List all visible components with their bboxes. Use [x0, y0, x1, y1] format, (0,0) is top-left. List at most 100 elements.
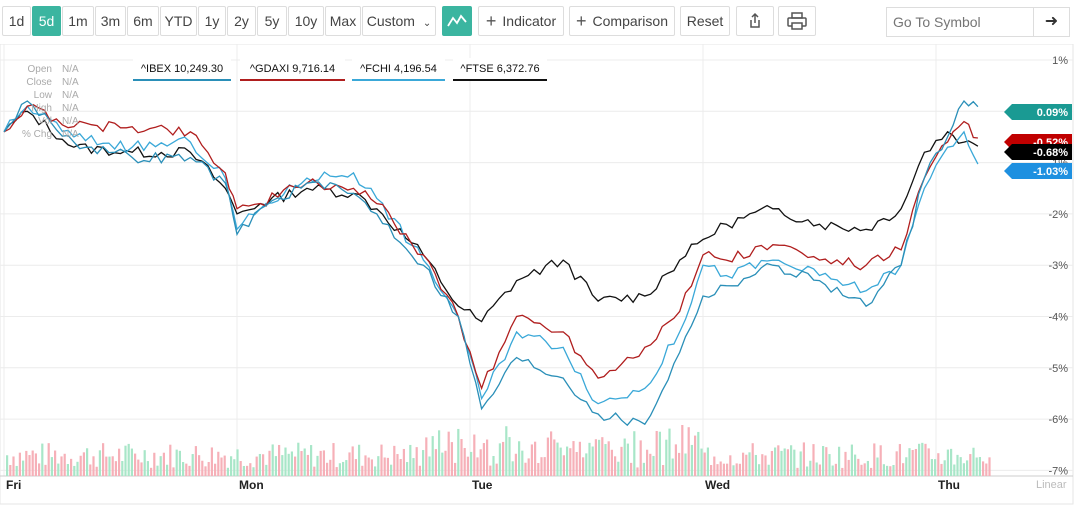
range-button-2y[interactable]: 2y	[227, 6, 256, 36]
volume-bar	[278, 444, 281, 476]
volume-bars	[6, 425, 991, 476]
chart-grid	[0, 44, 1074, 505]
volume-bar	[127, 443, 130, 476]
x-tick-label: Mon	[239, 478, 264, 492]
chart-type-button[interactable]	[442, 6, 472, 36]
volume-bar	[934, 459, 937, 476]
volume-bar	[511, 461, 514, 476]
volume-bar	[262, 454, 265, 476]
volume-bar	[223, 455, 226, 476]
comparison-label: Comparison	[592, 13, 668, 29]
range-button-5y[interactable]: 5y	[257, 6, 287, 36]
volume-bar	[860, 464, 863, 476]
volume-bar	[671, 458, 674, 476]
volume-bar	[703, 452, 706, 476]
range-button-ytd[interactable]: YTD	[160, 6, 197, 36]
volume-bar	[786, 449, 789, 476]
volume-bar	[351, 446, 354, 476]
range-button-5d[interactable]: 5d	[32, 6, 61, 36]
volume-bar	[358, 444, 361, 476]
volume-bar	[194, 446, 197, 476]
volume-bar	[524, 462, 527, 476]
chevron-down-icon: ⌄	[422, 18, 432, 29]
volume-bar	[89, 464, 92, 476]
legend-item[interactable]	[352, 58, 445, 80]
volume-bar	[639, 440, 642, 476]
volume-bar	[25, 450, 28, 476]
volume-bar	[73, 465, 76, 476]
volume-bar	[28, 455, 31, 476]
volume-bar	[134, 453, 137, 476]
range-button-10y[interactable]: 10y	[288, 6, 324, 36]
volume-bar	[172, 467, 175, 476]
volume-bar	[249, 463, 252, 476]
volume-bar	[502, 441, 505, 476]
print-button[interactable]	[778, 6, 816, 36]
end-value-tags: 0.09%-0.52%-0.68%-1.03%	[1004, 104, 1072, 179]
volume-bar	[687, 427, 690, 476]
volume-bar	[521, 450, 524, 476]
volume-bar	[690, 444, 693, 476]
go-button[interactable]: ➜	[1034, 7, 1070, 37]
volume-bar	[902, 463, 905, 476]
comparison-button[interactable]: + Comparison	[569, 6, 675, 36]
volume-bar	[364, 455, 367, 476]
legend-item[interactable]	[453, 58, 547, 80]
volume-bar	[182, 462, 185, 476]
volume-bar	[146, 461, 149, 476]
range-button-6m[interactable]: 6m	[127, 6, 159, 36]
volume-bar	[169, 444, 172, 476]
volume-bar	[905, 457, 908, 476]
volume-bar	[633, 431, 636, 476]
legend-item[interactable]	[240, 58, 345, 80]
volume-bar	[918, 443, 921, 476]
volume-bar	[751, 443, 754, 476]
volume-bar	[434, 449, 437, 476]
volume-bar	[982, 461, 985, 476]
volume-bar	[220, 457, 223, 476]
volume-bar	[774, 447, 777, 476]
scale-label[interactable]: Linear	[1036, 479, 1067, 491]
volume-bar	[47, 443, 50, 476]
volume-bar	[969, 454, 972, 476]
volume-bar	[550, 431, 553, 476]
volume-bar	[284, 447, 287, 476]
volume-bar	[18, 452, 21, 476]
symbol-search-input[interactable]	[886, 7, 1034, 37]
volume-bar	[735, 463, 738, 476]
custom-range-dropdown[interactable]: Custom ⌄	[362, 6, 436, 36]
comparison-chart[interactable]: 1%0%-1%-2%-3%-4%-5%-6%-7% FriMonTueWedTh…	[0, 44, 1078, 510]
range-button-max[interactable]: Max	[325, 6, 361, 36]
ohlc-label: % Chg	[22, 129, 52, 140]
volume-bar	[566, 446, 569, 476]
volume-bar	[655, 430, 658, 476]
range-button-1y[interactable]: 1y	[198, 6, 226, 36]
volume-bar	[418, 465, 421, 476]
ohlc-panel: Open N/A Close N/A Low N/A High N/A Vol N/A % Chg N…	[22, 64, 79, 140]
end-tag-label: -0.68%	[1033, 147, 1068, 159]
volume-bar	[921, 442, 924, 476]
volume-bar	[553, 439, 556, 476]
volume-bar	[354, 459, 357, 476]
x-tick-label: Thu	[938, 478, 960, 492]
range-button-1d[interactable]: 1d	[2, 6, 31, 36]
indicator-button[interactable]: + Indicator	[478, 6, 564, 36]
y-tick-label: -3%	[1048, 260, 1068, 272]
reset-button[interactable]: Reset	[680, 6, 730, 36]
volume-bar	[188, 465, 191, 476]
volume-bar	[457, 428, 460, 476]
range-button-1m[interactable]: 1m	[62, 6, 94, 36]
x-tick-label: Tue	[472, 478, 493, 492]
y-tick-label: 1%	[1052, 55, 1068, 67]
volume-bar	[908, 448, 911, 476]
volume-bar	[569, 448, 572, 476]
volume-bar	[591, 446, 594, 476]
range-button-3m[interactable]: 3m	[95, 6, 126, 36]
volume-bar	[415, 447, 418, 476]
share-button[interactable]	[736, 6, 774, 36]
volume-bar	[873, 443, 876, 476]
indicator-label: Indicator	[502, 13, 557, 29]
legend-item[interactable]	[133, 58, 231, 80]
volume-bar	[246, 465, 249, 476]
volume-bar	[758, 464, 761, 476]
